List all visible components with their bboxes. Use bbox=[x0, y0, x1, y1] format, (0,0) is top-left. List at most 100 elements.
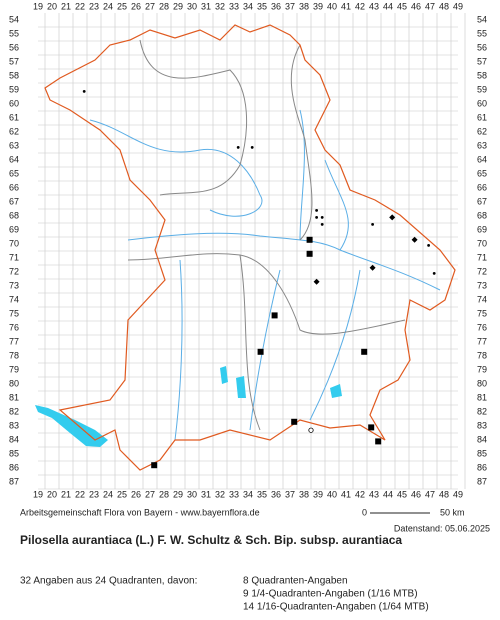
column-label: 22 bbox=[75, 1, 85, 11]
column-label: 45 bbox=[397, 489, 407, 499]
row-label: 71 bbox=[477, 252, 487, 262]
row-label: 87 bbox=[9, 476, 19, 486]
summary-total: 32 Angaben aus 24 Quadranten, davon: bbox=[20, 576, 197, 587]
district-border bbox=[139, 39, 247, 196]
column-label: 21 bbox=[61, 1, 71, 11]
row-label: 79 bbox=[9, 364, 19, 374]
column-label: 31 bbox=[201, 489, 211, 499]
row-label: 74 bbox=[9, 294, 19, 304]
district-border bbox=[290, 44, 313, 241]
row-label: 75 bbox=[477, 308, 487, 318]
column-label: 31 bbox=[201, 1, 211, 11]
row-label: 62 bbox=[9, 126, 19, 136]
river-isar bbox=[249, 269, 281, 431]
column-label: 43 bbox=[369, 1, 379, 11]
district-borders bbox=[127, 39, 406, 431]
river-lech bbox=[174, 259, 183, 441]
row-label: 64 bbox=[9, 154, 19, 164]
column-label: 47 bbox=[425, 1, 435, 11]
marker-sixteenth bbox=[82, 90, 86, 93]
marker-quarter bbox=[389, 214, 396, 221]
row-label: 66 bbox=[9, 182, 19, 192]
state-border bbox=[44, 24, 456, 471]
row-label: 76 bbox=[9, 322, 19, 332]
row-label: 55 bbox=[477, 28, 487, 38]
date: Datenstand: 05.06.2025 bbox=[394, 523, 490, 533]
column-label: 49 bbox=[453, 1, 463, 11]
row-label: 73 bbox=[9, 280, 19, 290]
column-label: 47 bbox=[425, 489, 435, 499]
column-label: 24 bbox=[103, 1, 113, 11]
marker-quadrant bbox=[306, 236, 313, 243]
column-label: 46 bbox=[411, 489, 421, 499]
column-label: 46 bbox=[411, 1, 421, 11]
credit: Arbeitsgemeinschaft Flora von Bayern - w… bbox=[20, 507, 260, 517]
marker-sixteenth bbox=[236, 146, 240, 149]
row-label: 54 bbox=[477, 14, 487, 24]
river-danube bbox=[127, 232, 441, 291]
row-label: 63 bbox=[9, 140, 19, 150]
column-label: 26 bbox=[131, 489, 141, 499]
row-label: 66 bbox=[477, 182, 487, 192]
row-label: 73 bbox=[477, 280, 487, 290]
column-label: 19 bbox=[33, 1, 43, 11]
column-label: 20 bbox=[47, 1, 57, 11]
row-label: 86 bbox=[477, 462, 487, 472]
marker-quadrant bbox=[368, 424, 375, 431]
column-label: 40 bbox=[327, 1, 337, 11]
scale-start: 0 bbox=[362, 507, 367, 517]
column-label: 37 bbox=[285, 489, 295, 499]
marker-sixteenth bbox=[315, 216, 318, 219]
lake-constance bbox=[35, 405, 108, 447]
marker-quadrant bbox=[151, 462, 158, 469]
row-label: 68 bbox=[477, 210, 487, 220]
column-label: 29 bbox=[173, 1, 183, 11]
row-label: 78 bbox=[9, 350, 19, 360]
row-label: 86 bbox=[9, 462, 19, 472]
title: Pilosella aurantiaca (L.) F. W. Schultz … bbox=[20, 533, 402, 547]
row-label: 60 bbox=[477, 98, 487, 108]
column-label: 38 bbox=[299, 1, 309, 11]
column-label: 39 bbox=[313, 1, 323, 11]
marker-open bbox=[308, 427, 314, 433]
column-label: 19 bbox=[33, 489, 43, 499]
row-label: 67 bbox=[9, 196, 19, 206]
column-label: 23 bbox=[89, 489, 99, 499]
marker-sixteenth bbox=[432, 272, 436, 275]
river-regnitz bbox=[299, 109, 305, 241]
column-label: 42 bbox=[355, 1, 365, 11]
marker-quadrant bbox=[271, 312, 278, 319]
row-label: 61 bbox=[9, 112, 19, 122]
column-label: 43 bbox=[369, 489, 379, 499]
row-label: 63 bbox=[477, 140, 487, 150]
row-label: 72 bbox=[477, 266, 487, 276]
column-label: 22 bbox=[75, 489, 85, 499]
marker-quadrant bbox=[257, 348, 264, 355]
marker-sixteenth bbox=[371, 223, 374, 226]
marker-quarter bbox=[411, 236, 418, 243]
row-label: 76 bbox=[477, 322, 487, 332]
marker-sixteenth bbox=[315, 209, 318, 212]
scale-end: 50 km bbox=[440, 507, 465, 517]
marker-sixteenth bbox=[320, 216, 324, 219]
river-naab bbox=[324, 159, 349, 251]
row-label: 85 bbox=[477, 448, 487, 458]
column-label: 26 bbox=[131, 1, 141, 11]
row-label: 71 bbox=[9, 252, 19, 262]
column-label: 36 bbox=[271, 1, 281, 11]
column-label: 23 bbox=[89, 1, 99, 11]
row-label: 69 bbox=[477, 224, 487, 234]
column-label: 34 bbox=[243, 489, 253, 499]
marker-quadrant bbox=[375, 438, 382, 445]
lake bbox=[330, 384, 342, 398]
column-label: 29 bbox=[173, 489, 183, 499]
column-label: 33 bbox=[229, 489, 239, 499]
lake bbox=[236, 376, 246, 398]
row-label: 59 bbox=[9, 84, 19, 94]
column-label: 28 bbox=[159, 1, 169, 11]
column-label: 35 bbox=[257, 1, 267, 11]
marker-sixteenth bbox=[320, 223, 324, 226]
column-label: 28 bbox=[159, 489, 169, 499]
